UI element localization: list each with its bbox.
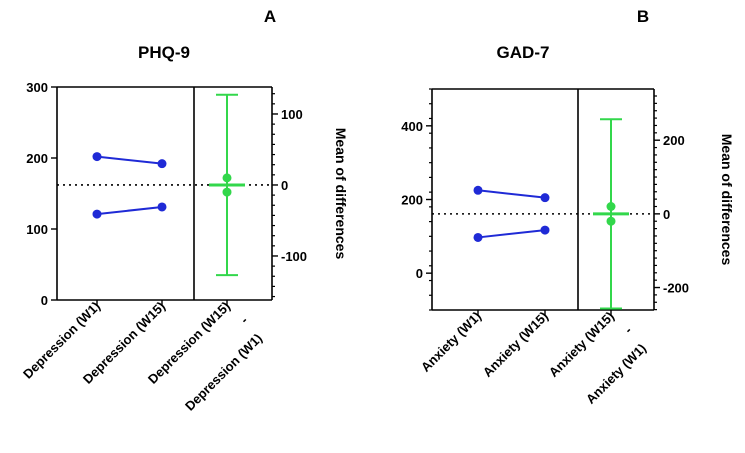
pair-point-w1 [473,232,483,242]
left-tick-label: 300 [26,80,48,95]
right-tick-label: 0 [281,178,288,193]
pair-point-w15 [540,193,550,203]
difference-point [222,173,232,183]
pair-point-w15 [157,159,167,169]
left-tick-label: 100 [26,222,48,237]
pair-point-w15 [540,225,550,235]
difference-label-line: - [621,323,635,337]
right-tick-label: -100 [281,249,307,264]
pair-line [477,189,546,199]
left-tick-label: 200 [26,151,48,166]
left-tick-label: 0 [416,266,423,281]
difference-point [606,216,616,226]
right-tick-label: 200 [663,133,685,148]
chart-panel-b: B GAD-7 0 200 400 -200 0 200 Mean of differences… [401,7,735,407]
right-tick-label: -200 [663,281,689,296]
pair-line [96,205,163,216]
pair-point-w15 [157,202,167,212]
pair-point-w1 [92,152,102,162]
right-tick-label: 0 [663,207,670,222]
difference-label-line: Anxiety (W15) [546,309,617,380]
category-label: Anxiety (W1) [418,309,484,375]
right-axis-title: Mean of differences [719,134,735,266]
pair-line [96,155,163,165]
right-axis-title: Mean of differences [333,128,349,260]
right-tick-label: 100 [281,107,303,122]
chart-panel-a: A PHQ-9 0 100 200 300 -100 0 100 Mean of differen… [20,7,349,414]
difference-point [222,187,232,197]
difference-label-line: Anxiety (W1) [583,341,649,407]
pair-point-w1 [473,185,483,195]
pair-line [477,229,546,239]
panel-letter: B [637,7,649,26]
left-tick-label: 0 [41,293,48,308]
category-label: Anxiety (W15) [480,309,551,380]
panel-letter: A [264,7,276,26]
chart-title: PHQ-9 [138,43,190,62]
difference-label-line: - [237,313,251,327]
left-tick-label: 200 [401,193,423,208]
chart-title: GAD-7 [497,43,550,62]
difference-point [606,201,616,211]
pair-point-w1 [92,209,102,219]
left-tick-label: 400 [401,119,423,134]
